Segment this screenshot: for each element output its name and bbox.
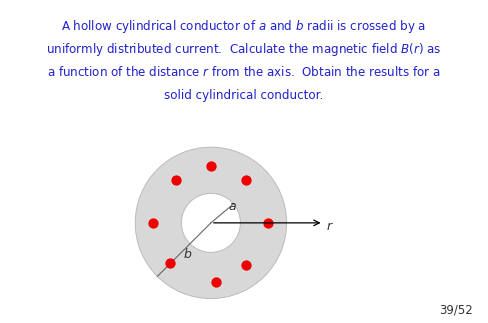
- Point: [172, 178, 180, 183]
- Point: [242, 178, 250, 183]
- Text: $b$: $b$: [183, 247, 193, 261]
- Point: [149, 220, 157, 225]
- Text: solid cylindrical conductor.: solid cylindrical conductor.: [164, 89, 324, 101]
- Circle shape: [182, 193, 241, 252]
- Point: [207, 163, 215, 168]
- Text: uniformly distributed current.  Calculate the magnetic field $B(r)$ as: uniformly distributed current. Calculate…: [46, 41, 442, 58]
- Point: [166, 261, 174, 266]
- Text: $r$: $r$: [326, 220, 334, 233]
- Point: [212, 279, 220, 285]
- Text: $a$: $a$: [227, 200, 236, 213]
- Text: A hollow cylindrical conductor of $a$ and $b$ radii is crossed by a: A hollow cylindrical conductor of $a$ an…: [61, 18, 427, 35]
- Circle shape: [135, 147, 286, 298]
- Text: 39/52: 39/52: [440, 304, 473, 317]
- Point: [264, 220, 272, 225]
- Text: a function of the distance $r$ from the axis.  Obtain the results for a: a function of the distance $r$ from the …: [47, 65, 441, 79]
- Point: [242, 263, 250, 268]
